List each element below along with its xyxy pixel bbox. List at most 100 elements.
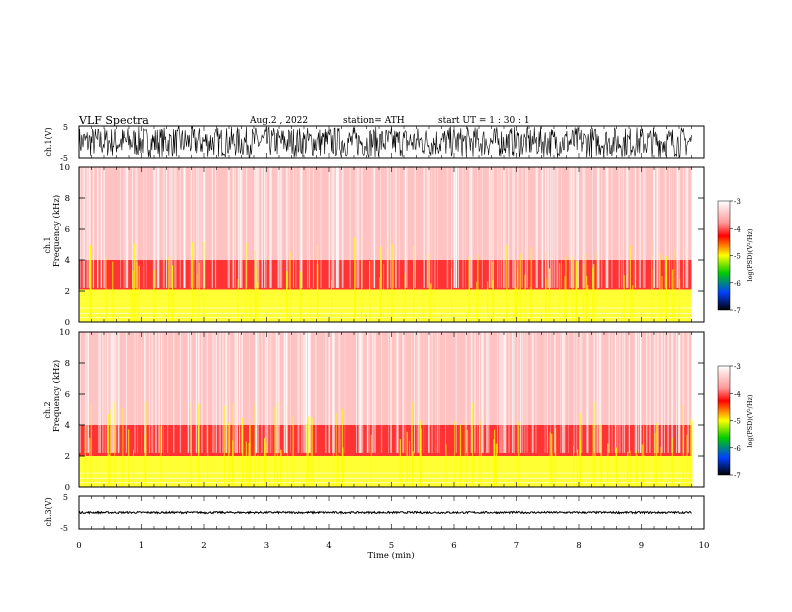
ch2s-sferic-streak (107, 414, 109, 487)
ch1s-white-streak (165, 167, 168, 288)
ch1s-white-streak (551, 167, 553, 288)
ch2s-white-streak (546, 332, 548, 453)
ch1s-sferic-streak (196, 274, 198, 322)
ch1s-white-streak (423, 167, 425, 288)
ch2s-white-streak (599, 332, 602, 453)
ch1s-sferic-streak (413, 245, 415, 322)
ch2s-white-streak (107, 332, 109, 453)
ch2s-sferic-streak (600, 424, 602, 487)
ch1s-white-streak (570, 167, 572, 288)
ch1s-sferic-streak (450, 267, 453, 322)
ch2s-white-streak (366, 332, 369, 453)
ch2s-sferic-streak (478, 414, 481, 487)
ch2s-white-streak (504, 332, 506, 453)
ch2s-white-streak (371, 332, 374, 453)
ch1s-sferic-streak (130, 289, 132, 322)
ch2s-white-streak (117, 332, 120, 453)
ch2s-ytick-label: 10 (59, 328, 70, 338)
ch2s-white-streak (482, 332, 484, 453)
ch1s-white-streak (503, 167, 504, 288)
ch3-waveform-ylabel: ch.3(V) (44, 497, 53, 526)
ch1s-white-streak (395, 167, 397, 288)
ch1s-white-streak (557, 167, 559, 288)
ch2s-white-streak (145, 332, 147, 453)
ch1s-sferic-streak (428, 253, 431, 322)
ch3-waveform-ticks (78, 496, 705, 529)
ch2s-white-streak (206, 332, 208, 453)
ch1s-white-streak (525, 167, 527, 288)
ch2s-white-streak (113, 332, 115, 453)
ch2-frequency-label: Frequency (kHz) (51, 360, 62, 432)
ch2s-white-streak (564, 332, 566, 453)
ch1s-sferic-streak (136, 262, 138, 322)
x-ticklabel: 10 (699, 541, 710, 551)
ch2s-sferic-streak (242, 417, 244, 487)
ch2s-white-streak (470, 332, 472, 453)
ch1s-sferic-streak (548, 268, 551, 322)
ch2s-white-streak (481, 332, 483, 453)
ch1s-white-streak (299, 167, 301, 288)
ch2s-white-streak (471, 332, 473, 453)
x-ticklabel: 2 (201, 541, 206, 551)
time-axis-label: Time (min) (367, 550, 414, 561)
ch1s-white-streak (256, 167, 258, 288)
ch1s-sferic-streak (433, 287, 435, 322)
ch1s-white-streak (97, 167, 98, 288)
ch2s-white-streak (284, 332, 286, 453)
ch1s-sferic-streak (237, 278, 239, 322)
ch2s-sferic-streak (641, 444, 643, 487)
ch2s-sferic-streak (89, 437, 91, 487)
ch2s-white-streak (315, 332, 317, 453)
colorbar-tick-label: -4 (734, 225, 741, 233)
ch2s-white-streak (639, 332, 641, 453)
ch1s-white-streak (265, 167, 267, 288)
ch1s-sferic-streak (245, 242, 247, 322)
ch2s-white-streak (372, 332, 374, 453)
ch1s-white-streak (309, 167, 310, 288)
ch1s-white-streak (605, 167, 607, 288)
ch2s-sferic-streak (109, 409, 111, 487)
ch2s-band-2 (79, 425, 692, 456)
ch1s-band-4 (79, 167, 692, 260)
ch1s-white-streak (452, 167, 454, 288)
ch1s-sferic-streak (596, 254, 598, 322)
ch1s-white-streak (427, 167, 429, 288)
ch1s-sferic-streak (492, 262, 494, 322)
ch2s-sferic-streak (495, 443, 498, 487)
ch2s-white-streak (278, 332, 280, 453)
ch1s-sferic-streak (506, 244, 508, 322)
ch2s-sferic-streak (464, 419, 466, 487)
ch2s-sferic-streak (406, 431, 408, 487)
ch1s-sferic-streak (516, 267, 519, 322)
ch1s-white-streak (629, 167, 631, 288)
ch2s-white-streak (303, 332, 305, 453)
ch1s-white-streak (100, 167, 102, 288)
ch1s-white-streak (135, 167, 136, 288)
ch2s-white-streak (144, 332, 145, 453)
ch2s-sferic-streak (686, 434, 688, 487)
ch2s-white-streak (167, 332, 169, 453)
ch1s-sferic-streak (300, 272, 303, 322)
ch1s-white-streak (608, 167, 609, 288)
ch2s-white-streak (173, 332, 174, 453)
ch1s-sferic-streak (477, 255, 479, 322)
ch2s-white-streak (151, 332, 153, 453)
ch2s-sferic-streak (573, 446, 575, 487)
x-ticklabel: 5 (389, 541, 394, 551)
ch1s-white-streak (492, 167, 494, 288)
ch1s-sferic-streak (310, 287, 312, 322)
ch2s-white-streak (269, 332, 271, 453)
ch1s-white-streak (627, 167, 629, 288)
ch1s-white-streak (488, 167, 491, 288)
ch1s-sferic-streak (587, 285, 589, 322)
ch2s-sferic-streak (579, 413, 581, 487)
ch1s-white-streak (451, 167, 453, 288)
ch1s-white-streak (227, 167, 229, 288)
ch2s-white-streak (664, 332, 665, 453)
ch1s-white-streak (546, 167, 549, 288)
ch1s-sferic-streak (586, 275, 588, 322)
ch1s-white-streak (124, 167, 126, 288)
ch1s-sferic-streak (133, 243, 135, 322)
ch2s-white-streak (115, 332, 117, 453)
